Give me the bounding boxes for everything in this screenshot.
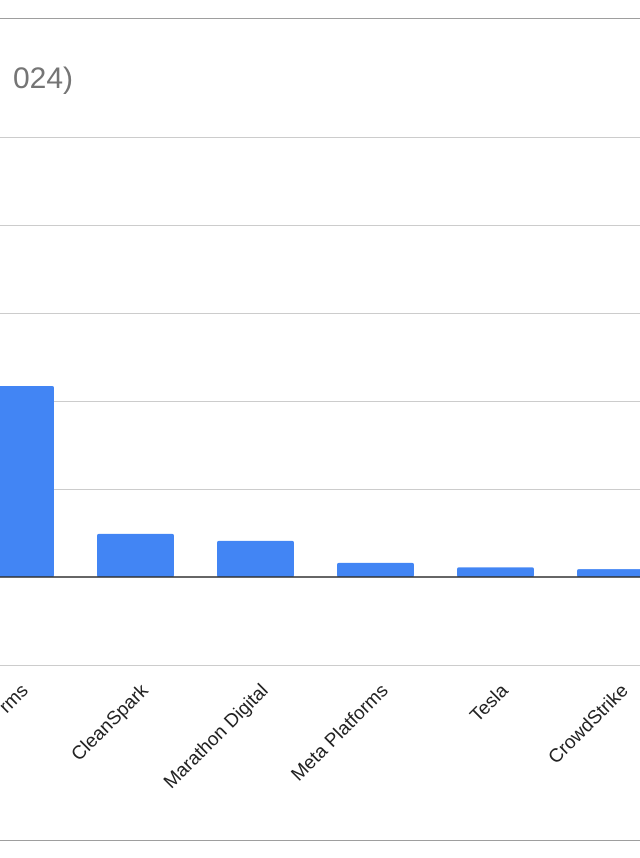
bar — [457, 567, 534, 577]
x-tick-label: rms — [0, 680, 33, 717]
chart-title: 024) — [13, 62, 73, 95]
x-tick-label: Tesla — [466, 680, 513, 727]
bar — [217, 540, 294, 577]
x-tick-label: CrowdStrike — [545, 680, 633, 768]
bar — [577, 569, 640, 577]
bar — [97, 533, 174, 577]
x-tick-label: Meta Platforms — [287, 680, 392, 785]
x-tick-label: CleanSpark — [68, 680, 153, 765]
bar — [0, 386, 54, 577]
bar — [337, 562, 414, 577]
x-tick-label: Marathon Digital — [160, 680, 273, 793]
